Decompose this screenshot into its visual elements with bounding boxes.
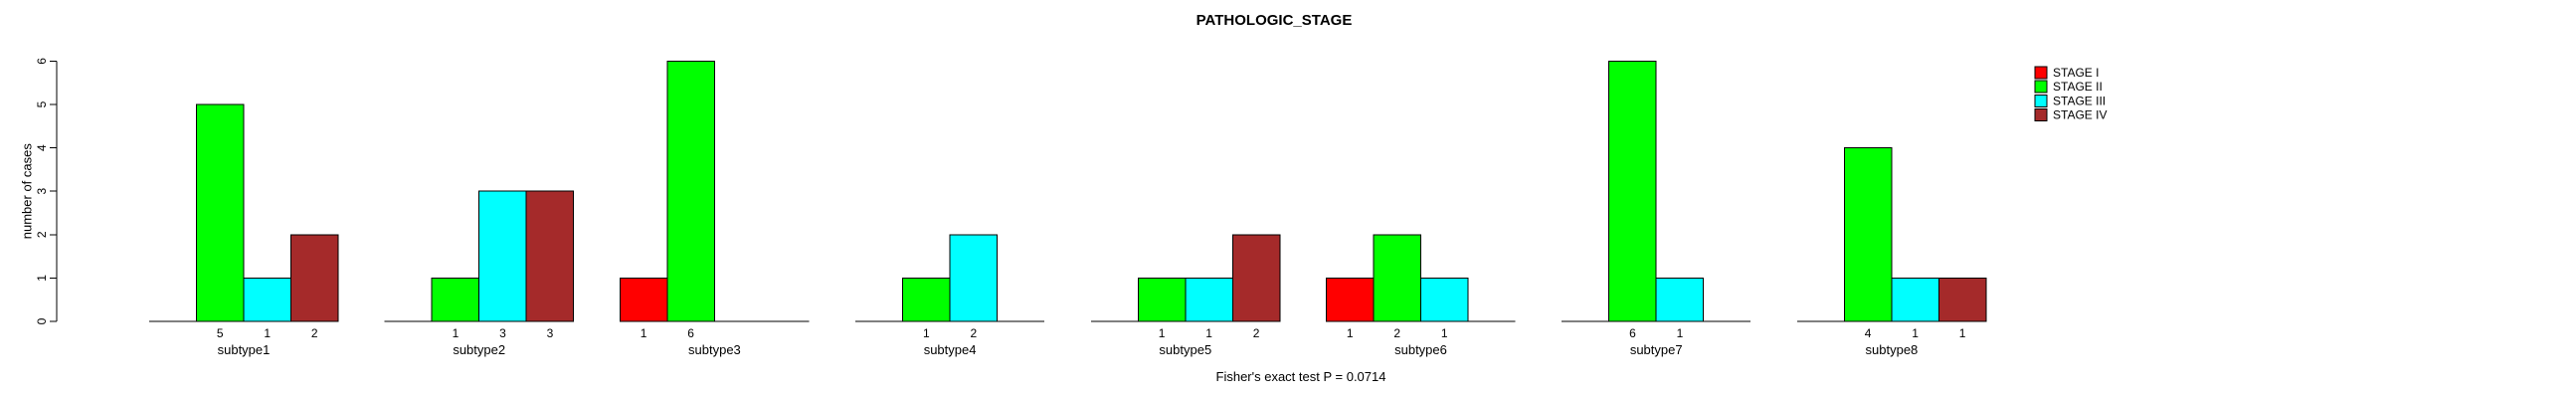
bar-value-label: 1 xyxy=(1912,326,1919,340)
bar-stage-ii-subtype4 xyxy=(902,277,951,322)
y-axis-tick-label: 5 xyxy=(35,100,49,107)
bar-value-label: 2 xyxy=(971,326,978,340)
legend-swatch xyxy=(2034,94,2048,107)
bar-value-label: 1 xyxy=(1441,326,1448,340)
legend-label: STAGE III xyxy=(2053,94,2106,107)
legend-swatch xyxy=(2034,66,2048,80)
legend-label: STAGE IV xyxy=(2053,108,2107,122)
bar-stage-iv-subtype1 xyxy=(290,234,339,322)
y-axis-tick-label: 6 xyxy=(35,58,49,65)
chart-title: PATHOLOGIC_STAGE xyxy=(1196,12,1353,29)
bar-value-label: 2 xyxy=(1253,326,1260,340)
bar-stage-i-subtype3 xyxy=(619,277,668,322)
category-label: subtype4 xyxy=(924,342,977,357)
bar-value-label: 2 xyxy=(1393,326,1400,340)
bar-value-label: 6 xyxy=(687,326,694,340)
bar-value-label: 1 xyxy=(1159,326,1166,340)
category-label: subtype2 xyxy=(453,342,505,357)
bar-value-label: 1 xyxy=(1677,326,1684,340)
bar-value-label: 1 xyxy=(1205,326,1212,340)
bar-stage-iii-subtype5 xyxy=(1185,277,1233,322)
bar-value-label: 4 xyxy=(1865,326,1872,340)
category-label: subtype3 xyxy=(688,342,741,357)
bar-stage-ii-subtype6 xyxy=(1373,234,1421,322)
category-label: subtype7 xyxy=(1630,342,1683,357)
bar-stage-iv-subtype2 xyxy=(525,190,575,322)
y-axis-tick-label: 0 xyxy=(35,317,49,324)
bar-value-label: 1 xyxy=(641,326,647,340)
bar-value-label: 1 xyxy=(453,326,460,340)
legend-swatch xyxy=(2034,80,2048,94)
bar-value-label: 3 xyxy=(499,326,506,340)
bar-stage-iv-subtype8 xyxy=(1937,277,1987,322)
bar-value-label: 1 xyxy=(264,326,271,340)
category-label: subtype8 xyxy=(1866,342,1919,357)
bar-value-label: 6 xyxy=(1629,326,1636,340)
legend-label: STAGE I xyxy=(2053,66,2099,80)
bar-stage-ii-subtype8 xyxy=(1843,147,1893,322)
y-axis-tick-label: 3 xyxy=(35,188,49,195)
y-axis-tick-label: 4 xyxy=(35,144,49,151)
bar-value-label: 5 xyxy=(217,326,224,340)
bar-stage-ii-subtype7 xyxy=(1608,60,1657,322)
bar-stage-iii-subtype2 xyxy=(478,190,527,322)
y-axis-tick-label: 2 xyxy=(35,231,49,238)
legend-swatch xyxy=(2034,108,2048,122)
fisher-test-caption: Fisher's exact test P = 0.0714 xyxy=(1215,369,1386,384)
bar-value-label: 1 xyxy=(1959,326,1966,340)
category-label: subtype5 xyxy=(1159,342,1211,357)
bar-stage-ii-subtype2 xyxy=(431,277,480,322)
bar-stage-iii-subtype7 xyxy=(1655,277,1705,322)
bar-stage-ii-subtype1 xyxy=(196,103,245,322)
bar-value-label: 1 xyxy=(1347,326,1354,340)
bar-value-label: 2 xyxy=(311,326,318,340)
bar-stage-iv-subtype5 xyxy=(1231,234,1281,322)
y-axis-label: number of cases xyxy=(20,143,35,240)
category-label: subtype6 xyxy=(1394,342,1447,357)
category-label: subtype1 xyxy=(218,342,271,357)
bar-stage-iii-subtype6 xyxy=(1420,277,1469,322)
bar-value-label: 1 xyxy=(923,326,930,340)
bar-stage-i-subtype6 xyxy=(1326,277,1375,322)
bar-stage-ii-subtype5 xyxy=(1137,277,1187,322)
y-axis-tick-label: 1 xyxy=(35,275,49,282)
bar-value-label: 3 xyxy=(547,326,554,340)
bar-stage-iii-subtype4 xyxy=(949,234,999,322)
legend-label: STAGE II xyxy=(2053,80,2103,94)
bar-stage-iii-subtype1 xyxy=(243,277,291,322)
bar-stage-ii-subtype3 xyxy=(666,60,715,322)
bar-stage-iii-subtype8 xyxy=(1891,277,1939,322)
